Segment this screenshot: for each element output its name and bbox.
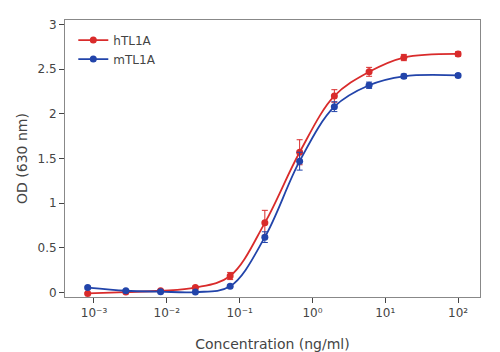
svg-text:2.5: 2.5 (38, 62, 57, 76)
svg-text:10⁻¹: 10⁻¹ (226, 306, 253, 320)
svg-text:2: 2 (49, 107, 57, 121)
svg-text:10¹: 10¹ (375, 306, 395, 320)
svg-text:1.5: 1.5 (38, 152, 57, 166)
svg-text:0: 0 (49, 286, 57, 300)
svg-text:3: 3 (49, 18, 57, 32)
svg-text:Concentration (ng/ml): Concentration (ng/ml) (195, 336, 349, 352)
svg-text:hTL1A: hTL1A (113, 34, 151, 48)
svg-text:mTL1A: mTL1A (113, 53, 155, 67)
svg-text:10⁰: 10⁰ (302, 306, 322, 320)
svg-text:OD (630 nm): OD (630 nm) (14, 113, 30, 204)
svg-text:1: 1 (49, 196, 57, 210)
svg-text:10²: 10² (448, 306, 468, 320)
svg-text:10⁻²: 10⁻² (154, 306, 181, 320)
svg-text:0.5: 0.5 (38, 241, 57, 255)
svg-text:10⁻³: 10⁻³ (81, 306, 108, 320)
